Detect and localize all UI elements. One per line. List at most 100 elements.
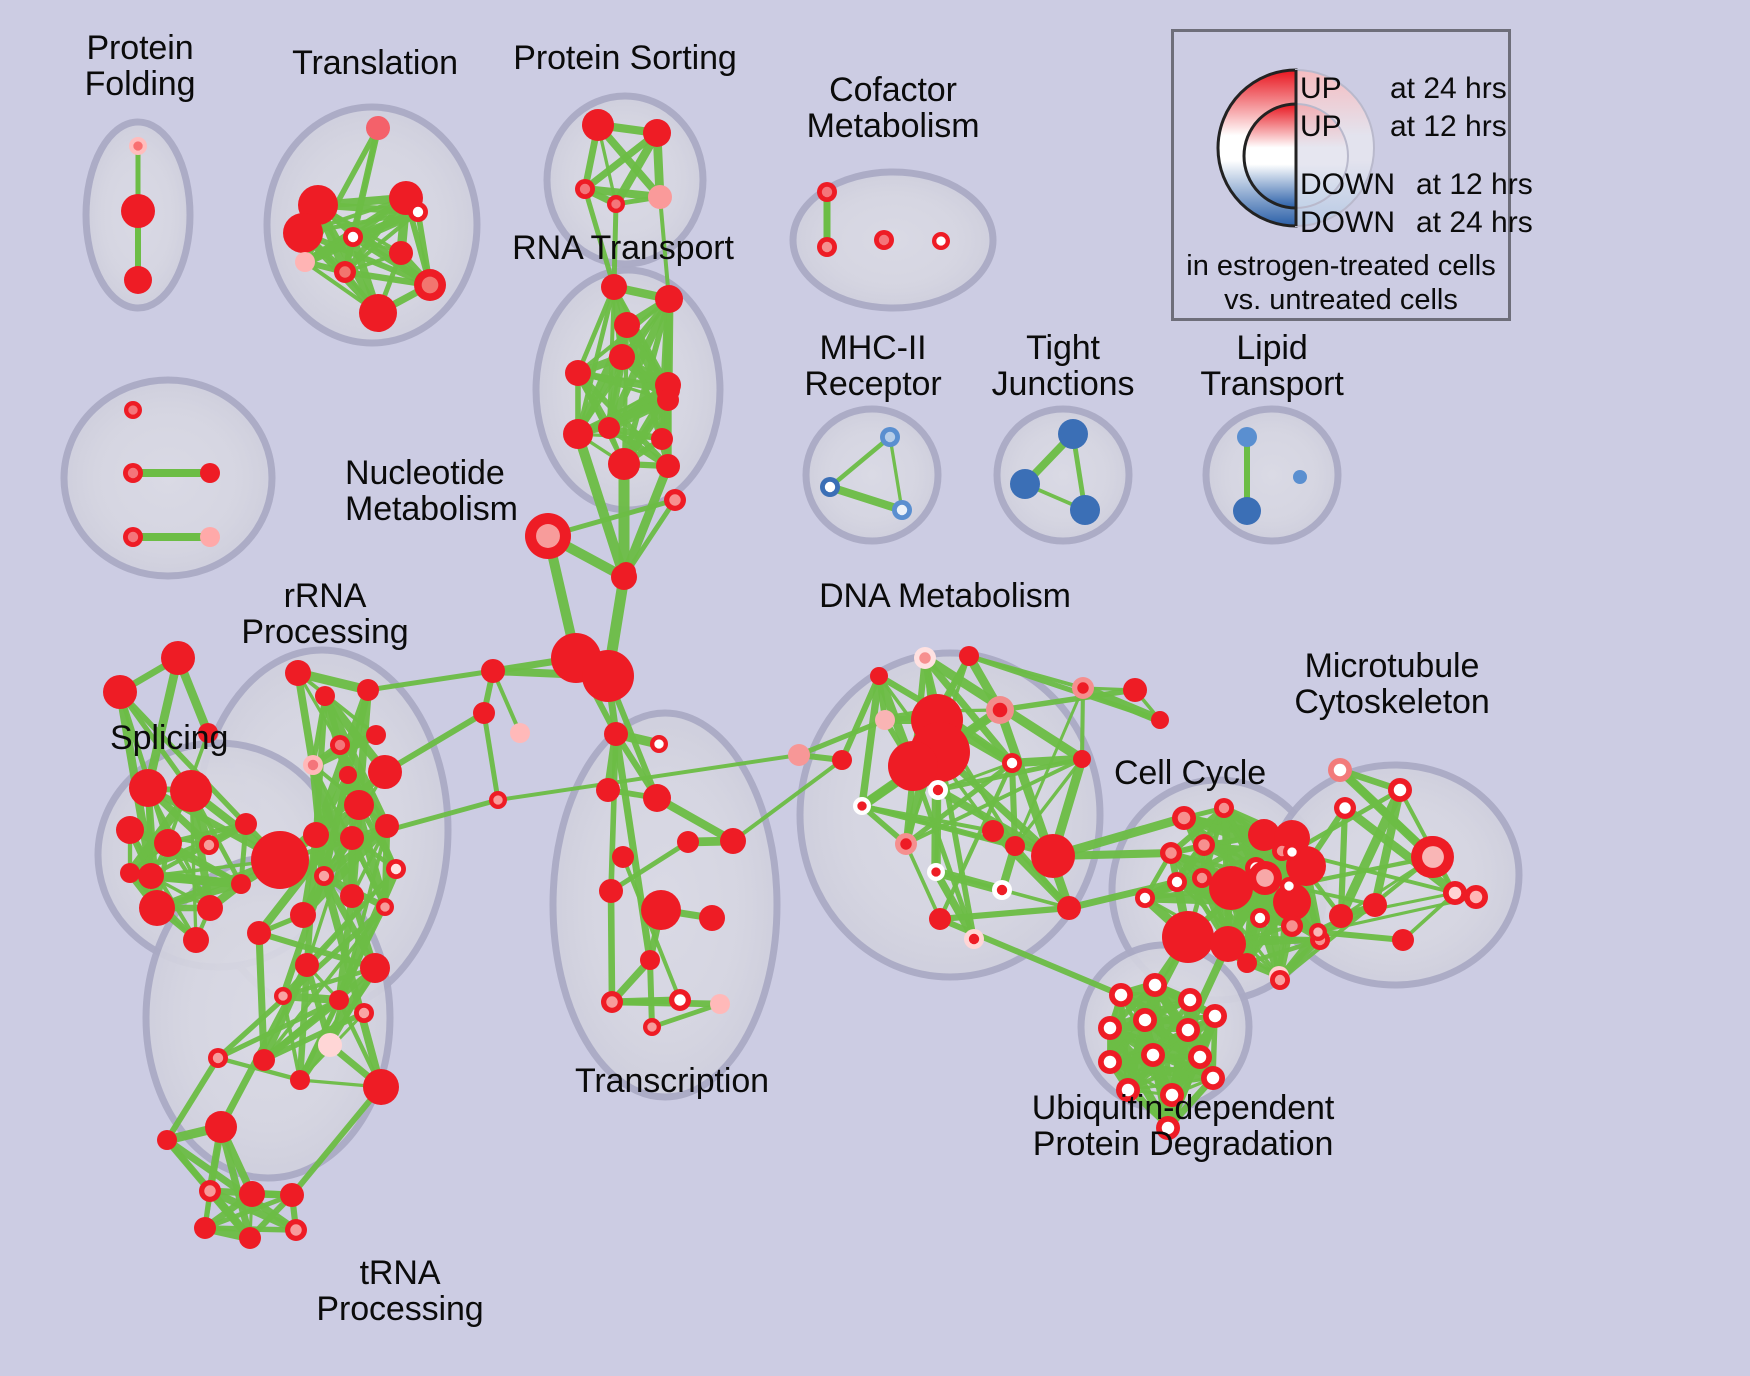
network-node: [481, 659, 505, 683]
edge: [143, 653, 183, 793]
network-node: [1237, 953, 1257, 973]
edge: [910, 763, 977, 942]
network-node: [1273, 883, 1311, 921]
edge: [582, 186, 617, 290]
node-outer-ring: [129, 769, 167, 807]
edge: [608, 731, 619, 894]
network-node: [357, 679, 379, 701]
network-node: [598, 417, 620, 439]
network-node: [1281, 915, 1303, 937]
node-outer-ring: [655, 285, 683, 313]
network-node: [1363, 893, 1387, 917]
network-node: [280, 1183, 304, 1207]
node-outer-ring: [235, 813, 257, 835]
network-node: [205, 1111, 237, 1143]
network-node: [641, 890, 681, 930]
network-node: [832, 750, 852, 770]
network-node: [1109, 983, 1133, 1007]
node-inner-core: [821, 241, 833, 253]
network-node: [1167, 872, 1187, 892]
edge: [581, 129, 661, 193]
network-node: [340, 826, 364, 850]
network-node: [1156, 1116, 1180, 1140]
node-outer-ring: [565, 360, 591, 386]
network-node: [914, 647, 936, 669]
edge: [1048, 813, 1189, 861]
node-outer-ring: [648, 185, 672, 209]
network-node: [123, 527, 143, 547]
edge: [997, 687, 1138, 713]
network-node: [875, 710, 895, 730]
network-node: [720, 828, 746, 854]
legend-time-0: at 24 hrs: [1390, 72, 1507, 105]
node-inner-core: [307, 759, 319, 771]
network-node: [888, 741, 938, 791]
network-node: [414, 269, 446, 301]
node-outer-ring: [285, 660, 311, 686]
network-node: [253, 1049, 275, 1071]
network-node: [1098, 1050, 1122, 1074]
node-outer-ring: [643, 784, 671, 812]
edge: [202, 1192, 295, 1231]
node-outer-ring: [315, 686, 335, 706]
edge: [1336, 785, 1405, 921]
edge: [1165, 1054, 1203, 1131]
node-inner-core: [358, 1007, 370, 1019]
edge: [612, 730, 654, 964]
edge: [1125, 1054, 1203, 1093]
network-node: [817, 237, 837, 257]
node-inner-core: [878, 234, 890, 246]
node-outer-ring: [614, 312, 640, 338]
network-node: [640, 950, 660, 970]
network-node: [596, 778, 620, 802]
network-node: [200, 463, 220, 483]
network-node: [157, 1130, 177, 1150]
edge: [825, 482, 907, 515]
node-outer-ring: [357, 679, 379, 701]
edge: [658, 195, 671, 301]
legend-footer-line2: vs. untreated cells: [1224, 284, 1458, 316]
cluster-label-tight-junctions: Tight Junctions: [991, 329, 1135, 404]
node-outer-ring: [283, 213, 323, 253]
node-outer-ring: [366, 725, 386, 745]
network-node: [895, 833, 917, 855]
network-node: [601, 274, 627, 300]
node-outer-ring: [641, 890, 681, 930]
node-inner-core: [128, 405, 138, 415]
node-inner-core: [1286, 920, 1298, 932]
node-inner-core: [1393, 783, 1407, 797]
network-node: [853, 797, 871, 815]
node-inner-core: [611, 199, 621, 209]
cluster-label-dna-metabolism: DNA Metabolism: [819, 577, 1071, 615]
node-outer-ring: [197, 895, 223, 921]
network-node: [239, 1181, 265, 1207]
edge: [649, 1001, 723, 1030]
legend-time-3: at 24 hrs: [1416, 206, 1533, 239]
network-node: [1309, 923, 1327, 941]
edge: [611, 201, 619, 290]
edge: [382, 710, 487, 775]
network-node: [1464, 885, 1488, 909]
network-node: [1248, 861, 1282, 895]
edge: [647, 957, 655, 1030]
network-node: [1334, 797, 1356, 819]
edge: [1065, 878, 1181, 912]
edge: [260, 996, 343, 1064]
node-outer-ring: [1005, 836, 1025, 856]
node-outer-ring: [598, 417, 620, 439]
node-inner-core: [347, 231, 359, 243]
node-outer-ring: [198, 723, 218, 743]
network-node: [315, 686, 335, 706]
node-outer-ring: [200, 463, 220, 483]
edge: [296, 961, 311, 1084]
network-node: [870, 667, 888, 685]
cluster-label-rna-transport: RNA Transport: [512, 229, 734, 267]
node-inner-core: [647, 1022, 657, 1032]
node-outer-ring: [601, 274, 627, 300]
network-node: [656, 454, 680, 478]
network-node: [892, 500, 912, 520]
network-node: [607, 195, 625, 213]
edge: [607, 887, 616, 1006]
node-outer-ring: [608, 448, 640, 480]
network-node: [1031, 834, 1075, 878]
